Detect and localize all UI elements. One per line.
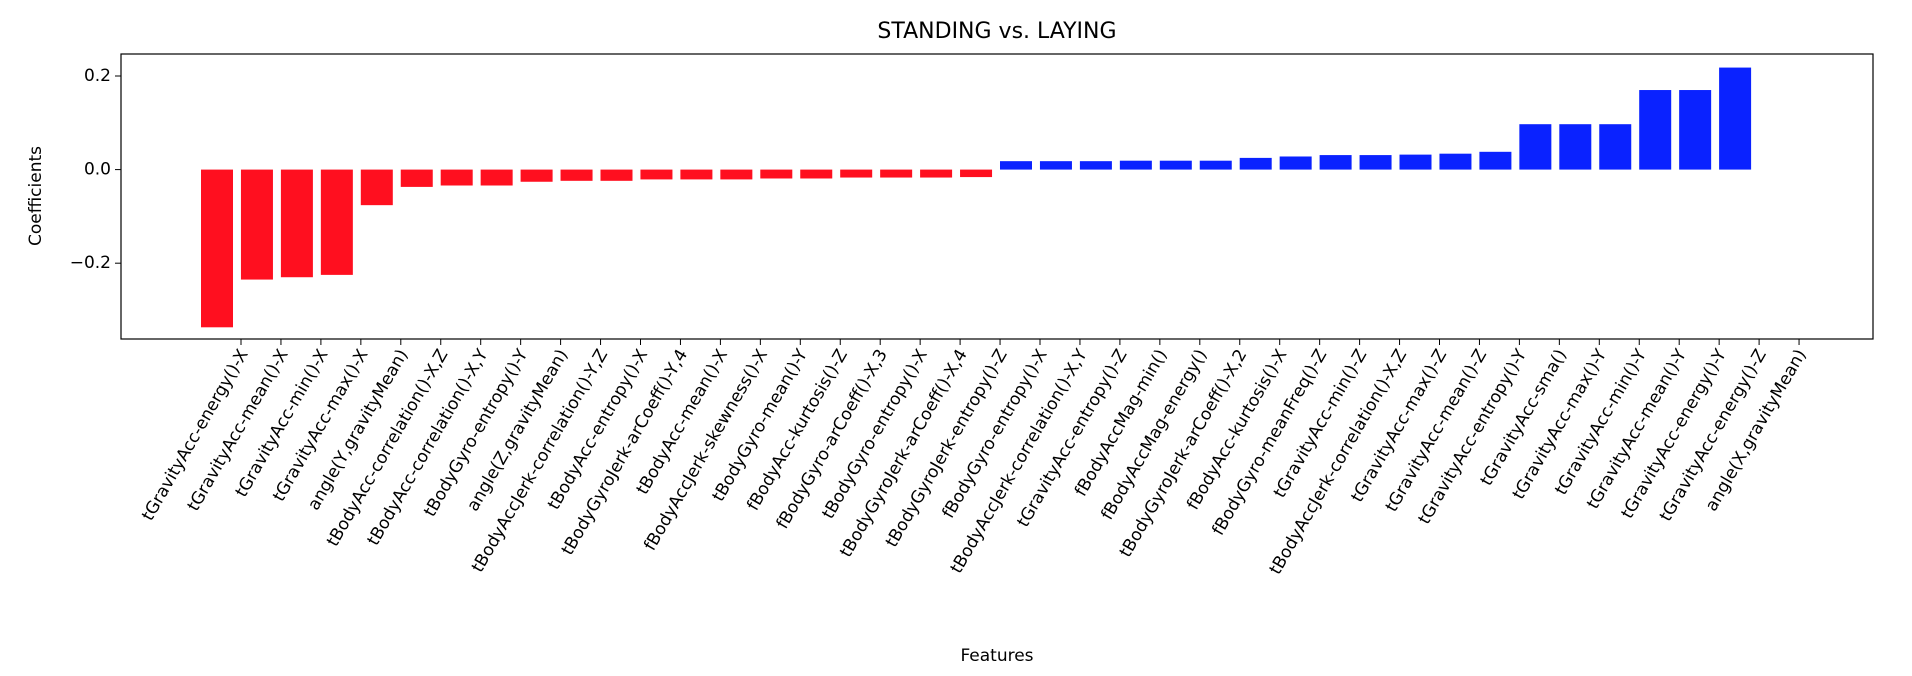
- bar: [1599, 124, 1632, 170]
- bar: [360, 169, 393, 206]
- bar: [1479, 151, 1512, 170]
- bar: [1359, 155, 1392, 170]
- bar: [280, 169, 313, 278]
- bar: [1239, 157, 1272, 170]
- y-axis-label: Coefficients: [26, 146, 46, 246]
- bar: [920, 169, 953, 178]
- bar: [1639, 90, 1672, 170]
- bar: [800, 169, 833, 179]
- bar: [480, 169, 513, 186]
- bar: [1319, 155, 1352, 170]
- bar: [760, 169, 793, 179]
- bar: [520, 169, 553, 182]
- bar: [880, 169, 913, 178]
- bar: [1279, 156, 1312, 170]
- bar: [1159, 160, 1192, 170]
- y-tick-label: 0.2: [84, 66, 111, 86]
- bar: [1399, 154, 1432, 170]
- bar: [1679, 90, 1712, 170]
- bar: [640, 169, 673, 180]
- bar: [560, 169, 593, 181]
- plot-frame: [120, 53, 1874, 340]
- bar: [1199, 160, 1232, 170]
- bar: [1439, 153, 1472, 170]
- bar: [320, 169, 353, 275]
- chart-title: STANDING vs. LAYING: [877, 19, 1116, 44]
- bar: [1119, 160, 1152, 170]
- bar: [1519, 124, 1552, 170]
- bar: [240, 169, 273, 280]
- bar: [960, 169, 993, 178]
- bar: [840, 169, 873, 178]
- bar: [1079, 161, 1112, 170]
- bar: [400, 169, 433, 187]
- bar: [680, 169, 713, 180]
- bar: [1000, 161, 1032, 170]
- bar: [201, 169, 233, 328]
- y-tick-label: 0.0: [84, 160, 111, 180]
- bar: [1039, 161, 1072, 170]
- bar: [440, 169, 473, 186]
- bar: [720, 169, 753, 180]
- x-axis-label: Features: [960, 646, 1033, 666]
- bar: [1559, 124, 1592, 170]
- bar: [1719, 67, 1752, 170]
- bar: [600, 169, 633, 181]
- y-tick-label: −0.2: [70, 253, 111, 273]
